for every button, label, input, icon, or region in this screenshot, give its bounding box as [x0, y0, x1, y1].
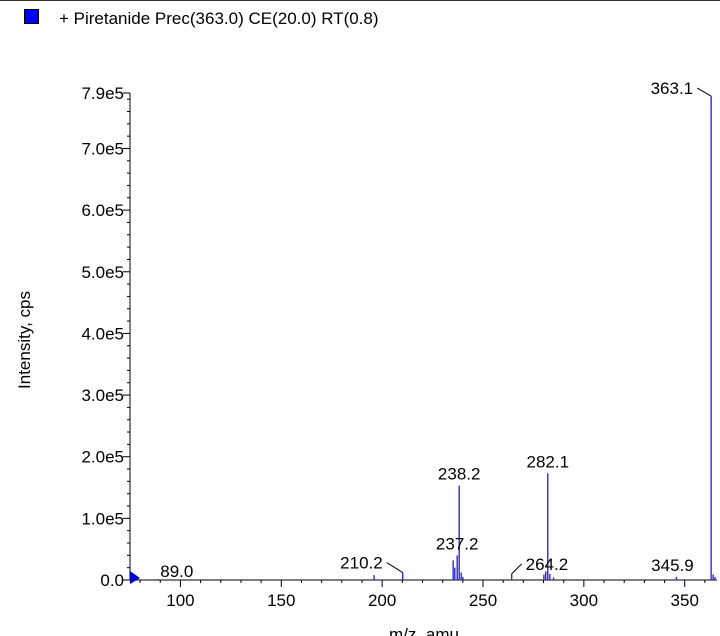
y-tick-label: 6.0e5: [81, 201, 124, 220]
y-tick-label: 2.0e5: [81, 448, 124, 467]
x-tick-label: 350: [671, 591, 699, 610]
y-tick-label: 3.0e5: [81, 386, 124, 405]
legend-swatch: [24, 8, 39, 24]
y-tick-label: 5.0e5: [81, 263, 124, 282]
peak-label: 210.2: [340, 554, 383, 573]
peaks: [157, 96, 716, 580]
peak-labels: 89.0 210.2 237.2 238.2 264.2 282.1 345.9 363.1: [160, 79, 712, 581]
y-tick-label: 4.0e5: [81, 324, 124, 343]
x-tick-label: 150: [267, 591, 295, 610]
y-tick-label: 1.0e5: [81, 509, 124, 528]
x-tick-label: 250: [469, 591, 497, 610]
frame-border: [0, 0, 720, 1]
peak-label: 264.2: [526, 555, 569, 574]
peak-label: 89.0: [160, 562, 193, 581]
peak-label: 363.1: [651, 79, 694, 98]
y-tick-label: 7.9e5: [81, 84, 124, 103]
x-axis-label: m/z, amu: [389, 625, 459, 636]
y-tick-label: 7.0e5: [81, 139, 124, 158]
peak-label: 345.9: [651, 556, 694, 575]
x-tick-label: 100: [166, 591, 194, 610]
axes: 0.0 1.0e5 2.0e5 3.0e5 4.0e5 5.0e5 6.0e5 7.0e5 7.…: [81, 84, 717, 610]
peak-label: 238.2: [438, 465, 481, 484]
x-tick-label: 300: [570, 591, 598, 610]
peak-label-leader: [696, 87, 712, 97]
peak-label: 282.1: [526, 452, 569, 471]
baseline-marker: [130, 571, 140, 584]
legend-label: + Piretanide Prec(363.0) CE(20.0) RT(0.8…: [59, 9, 379, 28]
y-tick-label: 0.0: [100, 571, 124, 590]
peak-label: 237.2: [436, 534, 479, 553]
peak-label-leader: [386, 562, 403, 574]
y-axis-label: Intensity, cps: [15, 291, 34, 389]
x-tick-label: 200: [368, 591, 396, 610]
legend: + Piretanide Prec(363.0) CE(20.0) RT(0.8…: [24, 4, 379, 34]
peak-label-leader: [511, 563, 523, 575]
